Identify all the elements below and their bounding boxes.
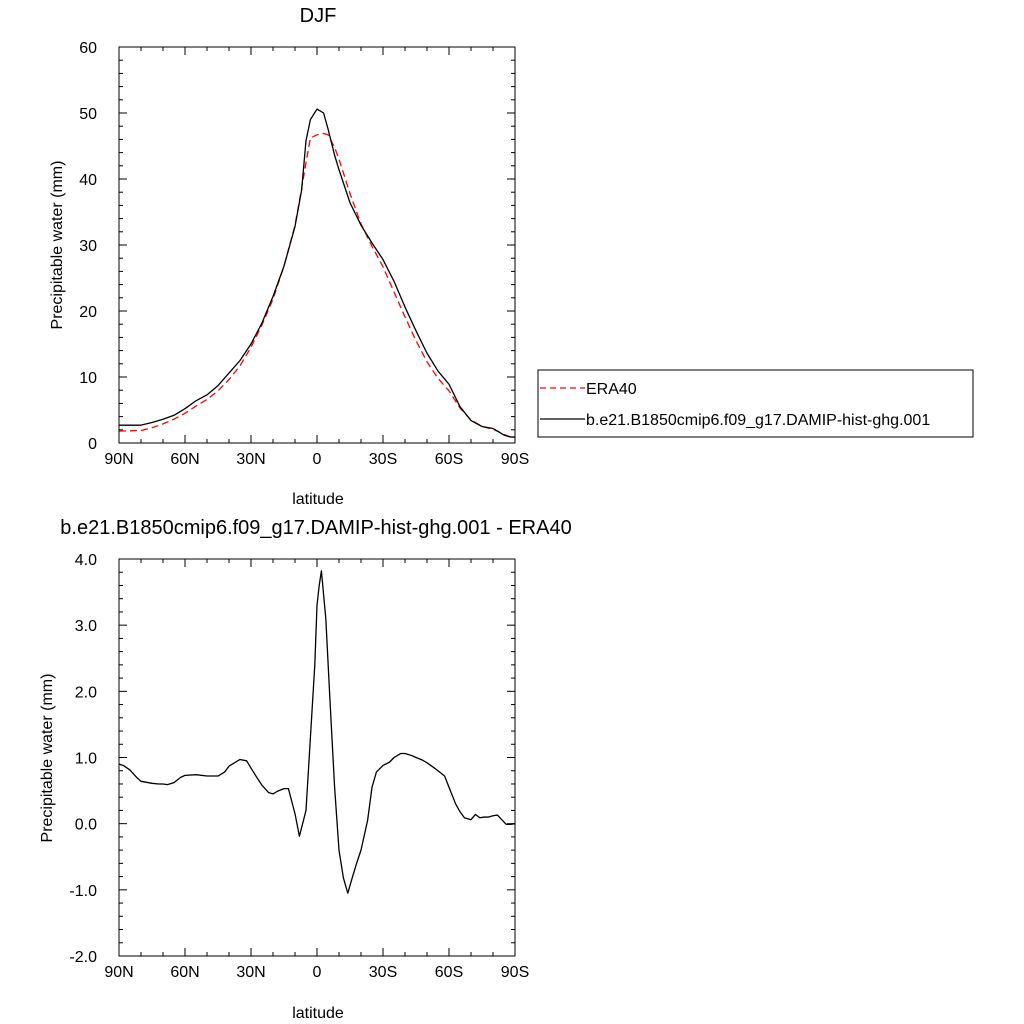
djf-x-tick-label: 60S <box>435 451 463 468</box>
difference-title: b.e21.B1850cmip6.f09_g17.DAMIP-hist-ghg.… <box>60 517 571 539</box>
difference-x-tick-label: 60S <box>435 964 463 981</box>
difference-y-tick-label: 4.0 <box>75 552 97 569</box>
difference-x-tick-label: 30S <box>369 964 397 981</box>
djf-ticks-layer: 90N 60N 30N 0 30S 60S 90S 0 10 20 30 40 50 60 <box>79 40 529 468</box>
difference-ticks-layer: 90N 60N 30N 0 30S 60S 90S -2.0 -1.0 0.0 1.0 2.0 3.0 4… <box>69 552 529 981</box>
difference-y-tick-label: 2.0 <box>75 684 97 701</box>
djf-x-tick-label: 90S <box>501 451 529 468</box>
legend-era40-label: ERA40 <box>586 381 637 398</box>
djf-y-tick-label: 60 <box>79 40 97 57</box>
djf-y-tick-label: 40 <box>79 172 97 189</box>
djf-series-line-1 <box>119 108 515 438</box>
legend-model-label: b.e21.B1850cmip6.f09_g17.DAMIP-hist-ghg.… <box>586 412 930 429</box>
difference-x-tick-label: 0 <box>313 964 322 981</box>
difference-series-layer <box>118 570 516 894</box>
djf-series-layer <box>118 108 515 438</box>
djf-plot-frame <box>118 46 516 444</box>
djf-y-tick-label: 50 <box>79 106 97 123</box>
djf-x-tick-label: 0 <box>313 451 322 468</box>
djf-panel: DJF 90N 60N 30N 0 30S 60S 90S 0 10 20 30 40 50 60 Pre… <box>49 5 529 508</box>
difference-y-tick-label: 0.0 <box>75 817 97 834</box>
difference-panel: b.e21.B1850cmip6.f09_g17.DAMIP-hist-ghg.… <box>39 517 572 1022</box>
difference-y-tick-label: -2.0 <box>69 949 97 966</box>
difference-x-tick-label: 90N <box>104 964 133 981</box>
djf-y-tick-label: 30 <box>79 238 97 255</box>
djf-y-tick-label: 20 <box>79 304 97 321</box>
difference-x-tick-label: 30N <box>236 964 265 981</box>
djf-x-axis-label: latitude <box>292 491 344 508</box>
djf-x-tick-label: 90N <box>104 451 133 468</box>
legend-box <box>537 369 974 438</box>
djf-y-tick-label: 0 <box>88 436 97 453</box>
djf-x-tick-label: 30N <box>236 451 265 468</box>
djf-y-tick-label: 10 <box>79 370 97 387</box>
difference-y-tick-label: 3.0 <box>75 618 97 635</box>
difference-y-tick-label: -1.0 <box>69 883 97 900</box>
difference-x-axis-label: latitude <box>292 1005 344 1022</box>
difference-y-tick-label: 1.0 <box>75 751 97 768</box>
djf-series-line-0 <box>118 132 515 438</box>
djf-y-axis-label: Precipitable water (mm) <box>49 161 66 330</box>
djf-title: DJF <box>300 5 337 27</box>
difference-series-line-0 <box>118 570 516 894</box>
difference-x-tick-label: 90S <box>501 964 529 981</box>
difference-y-axis-label: Precipitable water (mm) <box>39 674 56 843</box>
djf-x-tick-label: 30S <box>369 451 397 468</box>
legend: ERA40 b.e21.B1850cmip6.f09_g17.DAMIP-his… <box>537 369 974 438</box>
djf-x-tick-label: 60N <box>170 451 199 468</box>
difference-x-tick-label: 60N <box>170 964 199 981</box>
